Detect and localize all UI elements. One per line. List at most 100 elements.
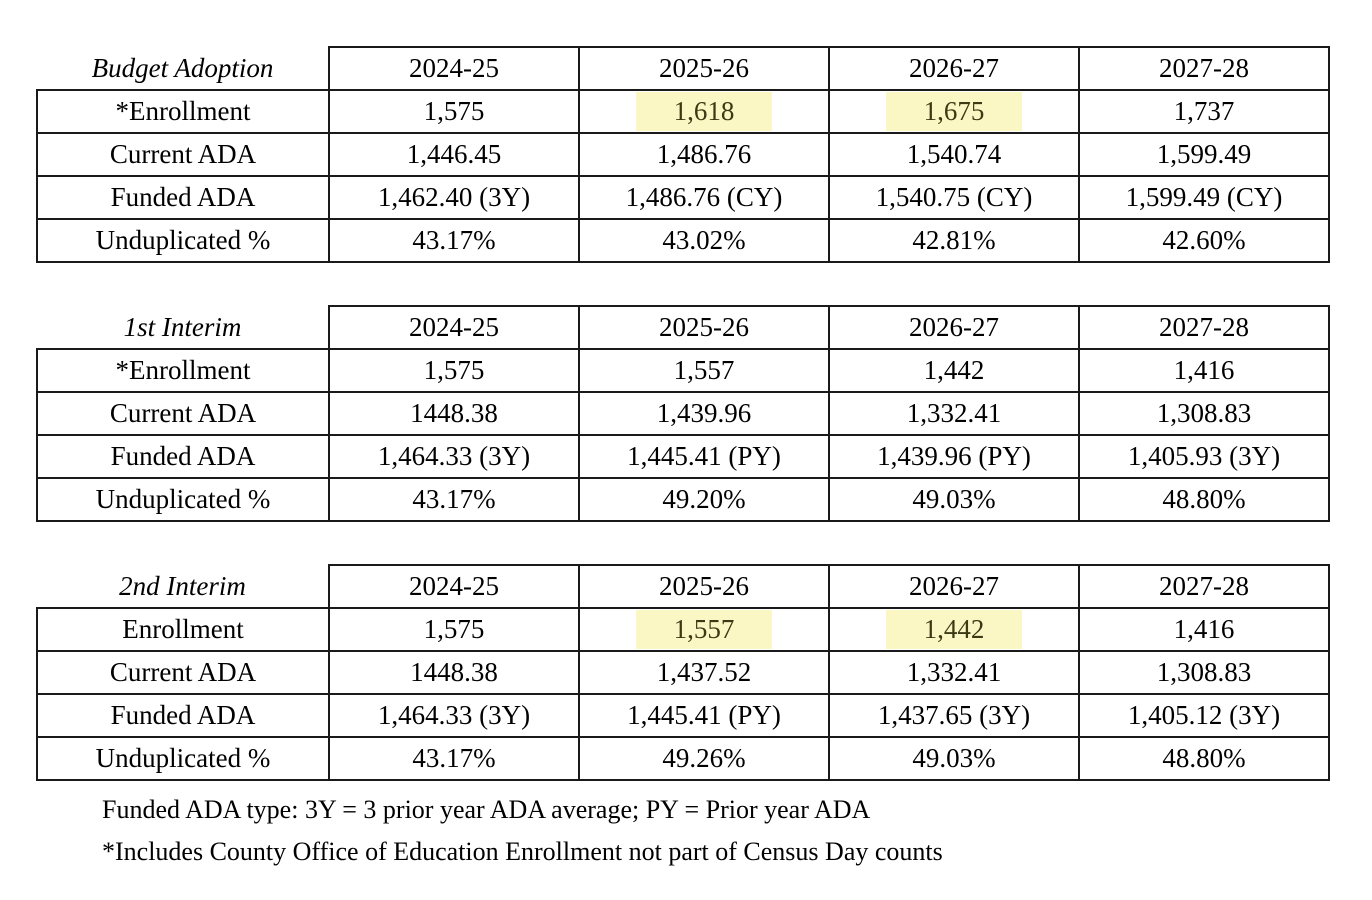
header-row: Budget Adoption 2024-25 2025-26 2026-27 … <box>37 46 1330 91</box>
year-column-header: 2025-26 <box>578 564 830 609</box>
data-cell: 49.03% <box>828 736 1080 781</box>
year-column-header: 2025-26 <box>578 305 830 350</box>
cell-value: 1,437.65 (3Y) <box>877 700 1031 730</box>
data-cell: 1,557 <box>578 348 830 393</box>
table-row: Unduplicated % 43.17% 49.20% 49.03% 48.8… <box>36 477 1330 522</box>
data-cell: 1,405.12 (3Y) <box>1078 693 1330 738</box>
cell-value: 1,575 <box>423 355 485 385</box>
highlighted-value: 1,557 <box>635 610 773 649</box>
cell-value: 1,405.93 (3Y) <box>1127 441 1281 471</box>
table-title: 1st Interim <box>123 311 242 342</box>
data-cell: 1,540.75 (CY) <box>828 175 1080 220</box>
table-row: Funded ADA 1,464.33 (3Y) 1,445.41 (PY) 1… <box>36 434 1330 479</box>
data-cell: 1,439.96 (PY) <box>828 434 1080 479</box>
row-label: Unduplicated % <box>36 218 330 263</box>
cell-value: 1,405.12 (3Y) <box>1127 700 1281 730</box>
table-row: Current ADA 1448.38 1,439.96 1,332.41 1,… <box>36 391 1330 436</box>
cell-value: 1,599.49 (CY) <box>1125 182 1283 212</box>
budget-adoption-table: Budget Adoption 2024-25 2025-26 2026-27 … <box>36 46 1330 263</box>
data-cell: 1,464.33 (3Y) <box>328 434 580 479</box>
cell-value: 1,446.45 <box>406 139 502 169</box>
row-label: Funded ADA <box>36 434 330 479</box>
data-cell: 1,599.49 (CY) <box>1078 175 1330 220</box>
table-title: 2nd Interim <box>119 570 246 601</box>
year-column-header: 2026-27 <box>828 46 1080 91</box>
cell-value: 1,540.74 <box>906 139 1002 169</box>
row-label: Funded ADA <box>36 693 330 738</box>
cell-value: 1,445.41 (PY) <box>627 700 781 730</box>
table-row: Enrollment 1,575 1,557 1,442 1,416 <box>36 607 1330 652</box>
data-cell: 1,599.49 <box>1078 132 1330 177</box>
cell-value: 49.03% <box>912 484 996 514</box>
data-cell: 1,486.76 (CY) <box>578 175 830 220</box>
year-column-header: 2024-25 <box>328 46 580 91</box>
cell-value: 1,445.41 (PY) <box>627 441 781 471</box>
cell-value: 48.80% <box>1162 484 1246 514</box>
cell-value: 43.17% <box>412 743 496 773</box>
table-title: Budget Adoption <box>91 52 274 83</box>
year-column-header: 2026-27 <box>828 564 1080 609</box>
data-cell: 1,486.76 <box>578 132 830 177</box>
data-cell: 1,437.52 <box>578 650 830 695</box>
header-row: 1st Interim 2024-25 2025-26 2026-27 2027… <box>37 305 1330 350</box>
second-interim-table: 2nd Interim 2024-25 2025-26 2026-27 2027… <box>36 564 1330 781</box>
highlighted-value: 1,675 <box>885 92 1023 131</box>
data-cell: 48.80% <box>1078 477 1330 522</box>
data-cell: 1,416 <box>1078 348 1330 393</box>
row-label: Unduplicated % <box>36 477 330 522</box>
year-column-header: 2027-28 <box>1078 564 1330 609</box>
table-row: *Enrollment 1,575 1,557 1,442 1,416 <box>36 348 1330 393</box>
cell-value: 1,464.33 (3Y) <box>377 700 531 730</box>
cell-value: 1,462.40 (3Y) <box>377 182 531 212</box>
row-label: Funded ADA <box>36 175 330 220</box>
data-cell: 43.17% <box>328 477 580 522</box>
data-cell: 1,445.41 (PY) <box>578 434 830 479</box>
year-column-header: 2026-27 <box>828 305 1080 350</box>
cell-value: 1,557 <box>673 355 735 385</box>
data-cell: 1,737 <box>1078 89 1330 134</box>
table-row: Funded ADA 1,462.40 (3Y) 1,486.76 (CY) 1… <box>36 175 1330 220</box>
page: Budget Adoption 2024-25 2025-26 2026-27 … <box>36 46 1330 866</box>
cell-value: 1,486.76 (CY) <box>625 182 783 212</box>
year-column-header: 2027-28 <box>1078 305 1330 350</box>
cell-value: 1,442 <box>923 355 985 385</box>
cell-value: 1,737 <box>1173 96 1235 126</box>
cell-value: 49.20% <box>662 484 746 514</box>
data-cell: 49.20% <box>578 477 830 522</box>
data-cell: 43.17% <box>328 736 580 781</box>
cell-value: 1,575 <box>423 614 485 644</box>
year-column-header: 2024-25 <box>328 305 580 350</box>
data-cell: 1448.38 <box>328 391 580 436</box>
cell-value: 1,464.33 (3Y) <box>377 441 531 471</box>
data-cell: 1,540.74 <box>828 132 1080 177</box>
cell-value: 42.60% <box>1162 225 1246 255</box>
cell-value: 1,308.83 <box>1156 657 1252 687</box>
cell-value: 1,416 <box>1173 614 1235 644</box>
data-cell: 1,557 <box>578 607 830 652</box>
row-label: *Enrollment <box>36 89 330 134</box>
cell-value: 1,599.49 <box>1156 139 1252 169</box>
data-cell: 1,442 <box>828 607 1080 652</box>
data-cell: 1,575 <box>328 348 580 393</box>
row-label: *Enrollment <box>36 348 330 393</box>
data-cell: 1,332.41 <box>828 391 1080 436</box>
row-label: Current ADA <box>36 391 330 436</box>
table-row: Current ADA 1,446.45 1,486.76 1,540.74 1… <box>36 132 1330 177</box>
data-cell: 1,464.33 (3Y) <box>328 693 580 738</box>
cell-value: 48.80% <box>1162 743 1246 773</box>
highlighted-value: 1,618 <box>635 92 773 131</box>
cell-value: 1,439.96 <box>656 398 752 428</box>
data-cell: 1,618 <box>578 89 830 134</box>
cell-value: 49.03% <box>912 743 996 773</box>
data-cell: 1,462.40 (3Y) <box>328 175 580 220</box>
cell-value: 1,439.96 (PY) <box>877 441 1031 471</box>
data-cell: 43.02% <box>578 218 830 263</box>
table-row: Unduplicated % 43.17% 49.26% 49.03% 48.8… <box>36 736 1330 781</box>
data-cell: 1,437.65 (3Y) <box>828 693 1080 738</box>
cell-value: 1,332.41 <box>906 398 1002 428</box>
year-column-header: 2024-25 <box>328 564 580 609</box>
data-cell: 1,442 <box>828 348 1080 393</box>
table-row: Unduplicated % 43.17% 43.02% 42.81% 42.6… <box>36 218 1330 263</box>
data-cell: 1,439.96 <box>578 391 830 436</box>
table-row: Funded ADA 1,464.33 (3Y) 1,445.41 (PY) 1… <box>36 693 1330 738</box>
